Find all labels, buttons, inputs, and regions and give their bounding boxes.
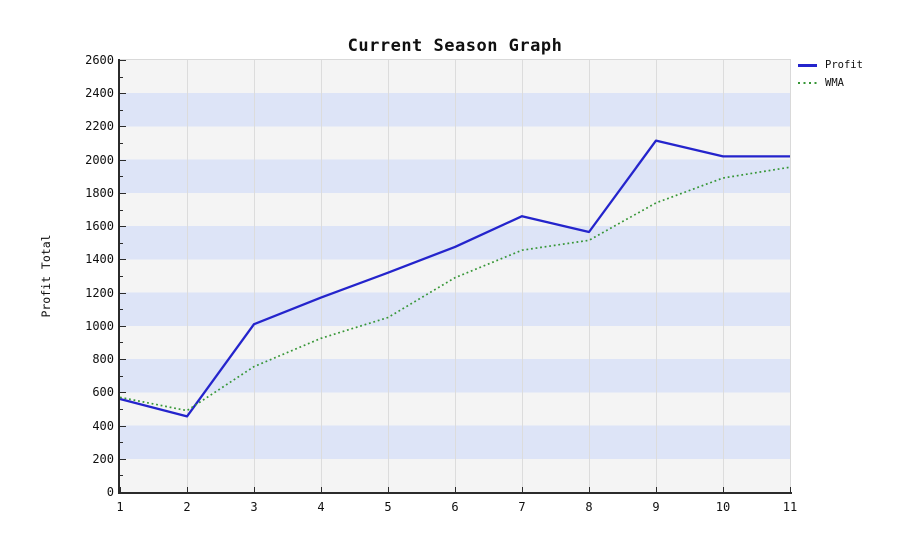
- y-minor-tick: [120, 242, 123, 244]
- y-major-tick: [120, 492, 126, 493]
- series-canvas: [119, 139, 791, 418]
- x-tick-label-2: 2: [183, 500, 191, 514]
- gridline-x-6: [454, 60, 456, 492]
- x-tick-label-6: 6: [451, 500, 459, 514]
- y-tick-label-1200: 1200: [85, 285, 114, 300]
- chart-title: Current Season Graph: [347, 36, 563, 56]
- x-tick-label-7: 7: [518, 500, 526, 514]
- x-major-tick: [388, 487, 389, 492]
- x-tick-label-4: 4: [317, 500, 325, 514]
- plot-area: [119, 60, 791, 492]
- x-major-tick: [656, 487, 657, 492]
- x-major-tick: [120, 487, 121, 492]
- x-major-tick: [455, 487, 456, 492]
- x-major-tick: [522, 487, 523, 492]
- x-major-tick: [321, 487, 322, 492]
- y-minor-tick: [120, 176, 123, 178]
- gridline-x-3: [253, 60, 255, 492]
- y-tick-label-1000: 1000: [85, 318, 114, 333]
- y-tick-label-400: 400: [92, 418, 114, 433]
- y-minor-tick: [120, 309, 123, 311]
- legend: Profit WMA: [798, 56, 863, 92]
- series-line-profit: [119, 139, 790, 418]
- y-major-tick: [120, 359, 126, 361]
- y-major-tick: [120, 126, 126, 128]
- y-minor-tick: [120, 76, 123, 78]
- plot-border-top: [120, 59, 791, 60]
- y-minor-tick: [120, 109, 123, 111]
- y-major-tick: [120, 458, 126, 460]
- y-major-tick: [120, 60, 126, 61]
- x-tick-label-1: 1: [116, 500, 124, 514]
- x-tick-label-3: 3: [250, 500, 258, 514]
- y-tick-label-2600: 2600: [85, 53, 114, 67]
- y-tick-label-200: 200: [92, 451, 114, 466]
- y-minor-tick: [120, 442, 123, 444]
- x-major-tick: [254, 487, 255, 492]
- x-major-tick: [589, 487, 590, 492]
- y-minor-tick: [120, 143, 123, 145]
- y-tick-label-2400: 2400: [85, 86, 114, 101]
- legend-item-profit: Profit: [798, 56, 863, 74]
- y-tick-label-800: 800: [92, 352, 114, 367]
- y-tick-label-2000: 2000: [85, 152, 114, 167]
- x-tick-label-9: 9: [652, 500, 660, 514]
- y-major-tick: [120, 93, 126, 95]
- y-minor-tick: [120, 475, 123, 477]
- gridline-x-2: [186, 60, 188, 492]
- y-tick-label-2200: 2200: [85, 119, 114, 134]
- y-major-tick: [120, 226, 126, 228]
- y-major-tick: [120, 392, 126, 394]
- x-tick-label-5: 5: [384, 500, 392, 514]
- y-axis-title: Profit Total: [39, 234, 53, 318]
- y-minor-tick: [120, 276, 123, 277]
- x-major-tick: [790, 487, 791, 492]
- legend-wma-swatch-icon: [798, 82, 817, 84]
- y-minor-tick: [120, 375, 123, 377]
- y-major-tick: [120, 292, 126, 294]
- x-axis-line: [118, 492, 792, 494]
- gridline-x-5: [387, 60, 389, 492]
- y-minor-tick: [120, 408, 123, 410]
- x-major-tick: [723, 487, 724, 492]
- y-minor-tick: [120, 342, 123, 344]
- legend-label-profit: Profit: [825, 58, 863, 71]
- gridline-x-8: [588, 60, 590, 492]
- y-major-tick: [120, 192, 126, 194]
- y-tick-label-1400: 1400: [85, 252, 114, 267]
- gridline-x-4: [320, 60, 322, 492]
- x-tick-label-8: 8: [585, 500, 593, 514]
- y-major-tick: [120, 259, 126, 261]
- y-major-tick: [120, 325, 126, 327]
- y-tick-label-600: 600: [92, 385, 114, 400]
- y-major-tick: [120, 425, 126, 427]
- x-major-tick: [187, 487, 188, 492]
- x-tick-label-11: 11: [782, 500, 798, 514]
- x-tick-label-10: 10: [715, 500, 731, 514]
- y-tick-label-0: 0: [106, 485, 114, 499]
- gridline-x-9: [655, 60, 657, 492]
- legend-profit-swatch-icon: [798, 63, 817, 67]
- gridline-x-7: [521, 60, 523, 492]
- gridline-x-10: [722, 60, 724, 492]
- y-minor-tick: [120, 209, 123, 211]
- legend-item-wma: WMA: [798, 74, 863, 92]
- legend-label-wma: WMA: [825, 76, 844, 89]
- y-tick-label-1800: 1800: [85, 185, 114, 200]
- plot-border-right: [790, 60, 791, 492]
- y-major-tick: [120, 159, 126, 161]
- series-line-wma: [119, 166, 791, 412]
- y-axis-line: [118, 59, 120, 494]
- y-tick-label-1600: 1600: [85, 219, 114, 234]
